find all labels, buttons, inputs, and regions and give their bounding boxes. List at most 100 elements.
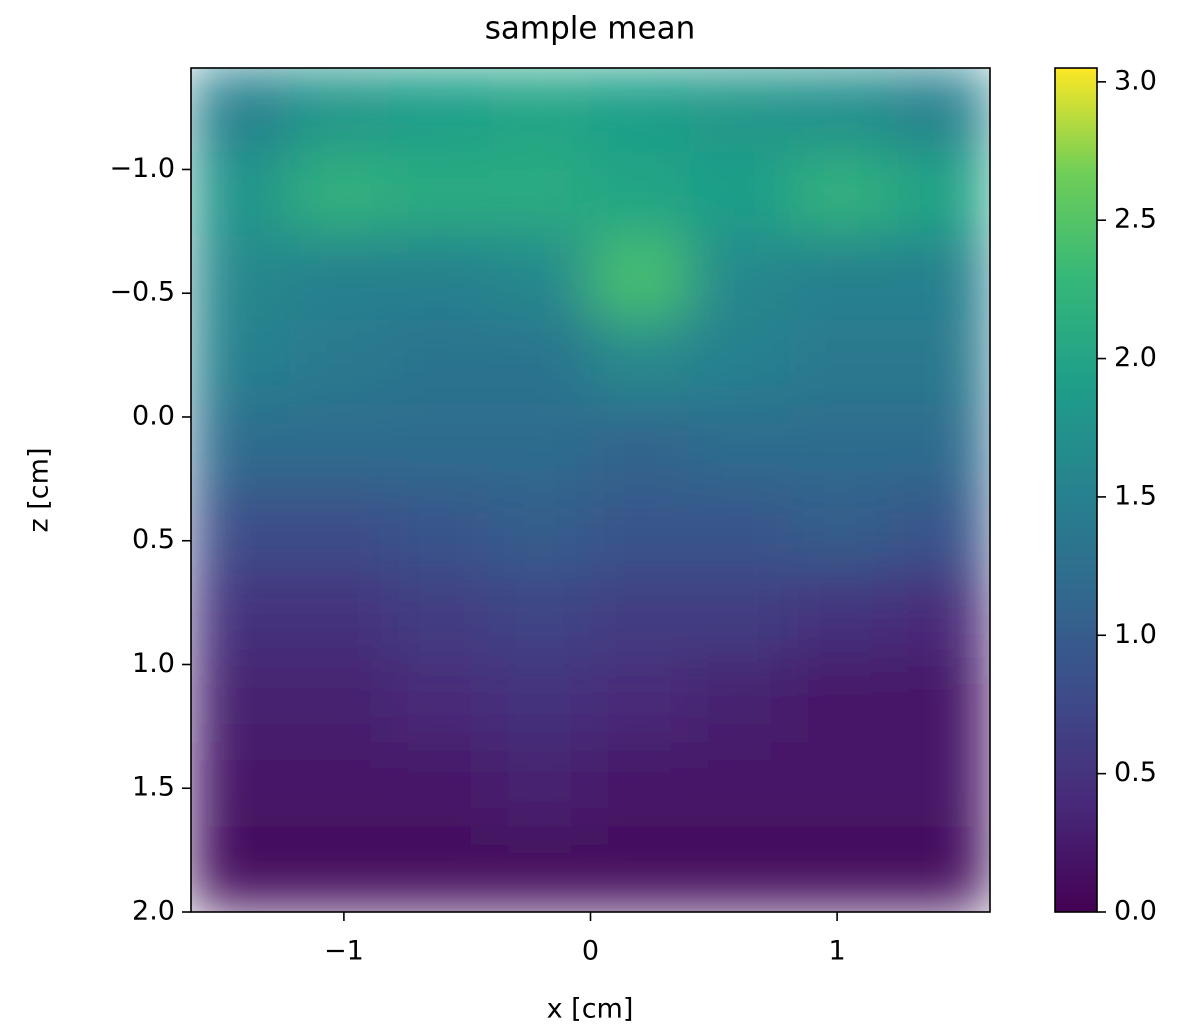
y-tick-label: 0.0 [132, 400, 175, 431]
y-tick-label: 2.0 [132, 896, 175, 927]
heatmap-cell [389, 573, 492, 660]
heatmap-cell [589, 151, 692, 238]
heatmap-cell [289, 657, 392, 745]
heatmap-cell [489, 573, 592, 660]
x-tick-label: 0 [582, 936, 599, 967]
colorbar-tick-label: 0.5 [1114, 757, 1157, 788]
heatmap-cell [589, 826, 692, 912]
heatmap-cell [689, 68, 792, 154]
heatmap-cell [589, 320, 692, 407]
heatmap-cell [689, 826, 792, 912]
heatmap-cell [389, 151, 492, 238]
heatmap-cell [789, 151, 892, 238]
heatmap-cell [289, 151, 392, 238]
heatmap-cell [489, 489, 592, 576]
heatmap-cell [689, 151, 792, 238]
heatmap-cell [191, 320, 292, 407]
heatmap-cell [289, 573, 392, 660]
heatmap-cell [889, 151, 990, 238]
heatmap-cell [589, 742, 692, 829]
heatmap-cell [889, 489, 990, 576]
heatmap-cell [489, 151, 592, 238]
heatmap-cell [289, 404, 392, 491]
heatmap-cell [889, 573, 990, 660]
heatmap-cell [191, 657, 292, 745]
heatmap-cell [689, 742, 792, 829]
heatmap-cell [689, 320, 792, 407]
heatmap-cell [191, 826, 292, 912]
heatmap-cell [191, 489, 292, 576]
heatmap-cell [489, 320, 592, 407]
y-tick-label: 0.5 [132, 524, 175, 555]
heatmap-cell [789, 235, 892, 323]
heatmap-cell [289, 235, 392, 323]
y-tick-label: 1.5 [132, 772, 175, 803]
heatmap-cell [789, 657, 892, 745]
heatmap-cell [191, 404, 292, 491]
heatmap-cell [389, 404, 492, 491]
heatmap-cell [389, 742, 492, 829]
heatmap-cell [389, 489, 492, 576]
x-tick-label: 1 [829, 936, 846, 967]
colorbar-tick-label: 1.5 [1114, 480, 1157, 511]
heatmap-cell [889, 404, 990, 491]
heatmap-cell [789, 68, 892, 154]
heatmap-cell [389, 826, 492, 912]
heatmap-cell [389, 235, 492, 323]
heatmap-cell [689, 404, 792, 491]
y-axis-label: z [cm] [24, 448, 55, 533]
heatmap-cell [789, 489, 892, 576]
heatmap-cell [191, 742, 292, 829]
heatmap-cell [889, 320, 990, 407]
heatmap-cell [289, 68, 392, 154]
colorbar-tick-label: 0.0 [1114, 896, 1157, 927]
x-tick-label: −1 [324, 936, 364, 967]
colorbar [1054, 67, 1098, 913]
heatmap-cell [889, 235, 990, 323]
heatmap-cell [489, 235, 592, 323]
heatmap-cell [489, 68, 592, 154]
heatmap-cell [689, 573, 792, 660]
colorbar-tick-label: 2.5 [1114, 204, 1157, 235]
heatmap-cell [489, 826, 592, 912]
heatmap-cell [689, 235, 792, 323]
heatmap-cell [689, 657, 792, 745]
heatmap-cell [191, 68, 292, 154]
heatmap-cell [589, 489, 692, 576]
heatmap-cell [589, 235, 692, 323]
heatmap-cell [789, 826, 892, 912]
colorbar-tick-label: 3.0 [1114, 65, 1157, 96]
heatmap-cell [289, 826, 392, 912]
heatmap-cell [789, 573, 892, 660]
x-axis-label: x [cm] [547, 994, 634, 1025]
heatmap-cell [889, 68, 990, 154]
heatmap-cells [191, 68, 990, 912]
heatmap-cell [889, 742, 990, 829]
heatmap-cell [289, 742, 392, 829]
heatmap-cell [389, 657, 492, 745]
heatmap-cell [689, 489, 792, 576]
colorbar-tick-label: 1.0 [1114, 619, 1157, 650]
heatmap-cell [589, 573, 692, 660]
heatmap-cell [889, 826, 990, 912]
y-tick-label: 1.0 [132, 648, 175, 679]
heatmap-cell [489, 742, 592, 829]
heatmap-cell [589, 657, 692, 745]
heatmap-cell [789, 742, 892, 829]
y-tick-label: −0.5 [109, 277, 175, 308]
colorbar-tick-label: 2.0 [1114, 342, 1157, 373]
heatmap-cell [389, 320, 492, 407]
heatmap-cell [289, 489, 392, 576]
heatmap-cell [789, 404, 892, 491]
heatmap-cell [389, 68, 492, 154]
heatmap-cell [589, 68, 692, 154]
heatmap-cell [789, 320, 892, 407]
y-tick-label: −1.0 [109, 153, 175, 184]
chart-title: sample mean [485, 11, 695, 47]
heatmap [191, 68, 990, 912]
heatmap-cell [489, 404, 592, 491]
heatmap-cell [889, 657, 990, 745]
heatmap-cell [191, 235, 292, 323]
heatmap-cell [191, 573, 292, 660]
